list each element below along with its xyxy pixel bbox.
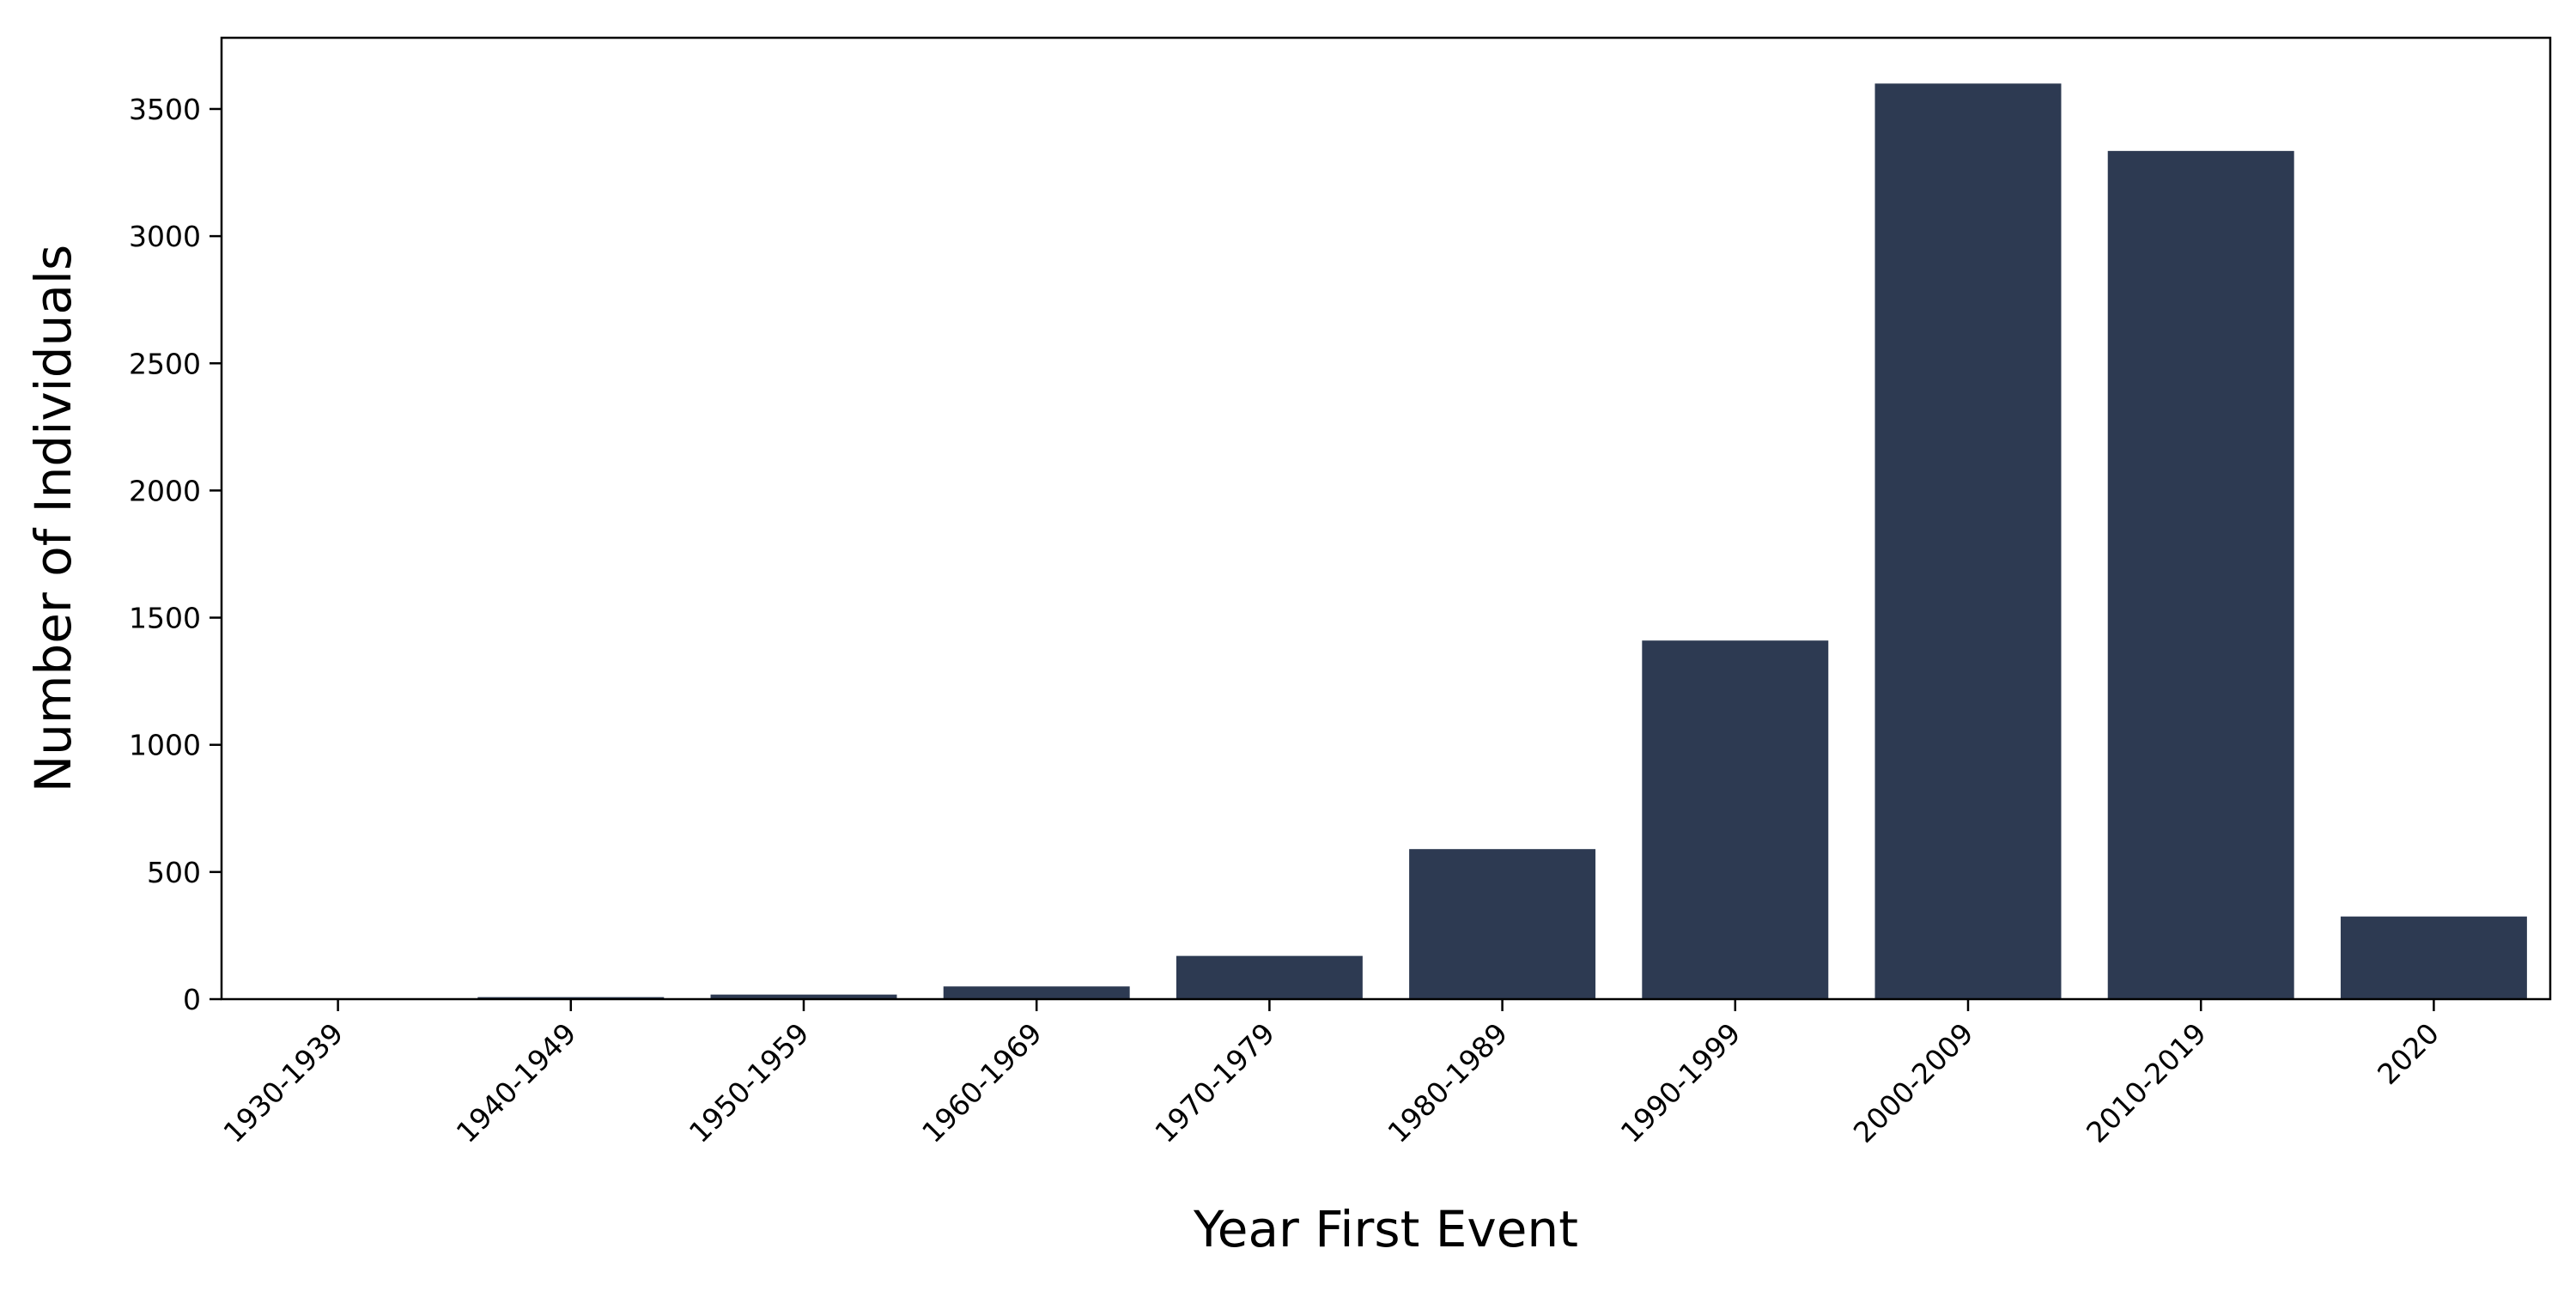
bar-1950-1959 xyxy=(710,994,897,999)
x-tick-label: 1980-1989 xyxy=(1381,1016,1514,1149)
bar-2020 xyxy=(2340,916,2527,999)
y-axis: 0 500 1000 1500 2000 2500 3000 3500 xyxy=(129,93,222,1016)
x-tick-label: 1960-1969 xyxy=(915,1016,1048,1149)
bar-2010-2019 xyxy=(2107,150,2294,999)
x-tick-label: 1950-1959 xyxy=(683,1016,816,1149)
y-tick-label: 1000 xyxy=(129,729,201,762)
y-tick-label: 2500 xyxy=(129,347,201,380)
x-tick-label: 2000-2009 xyxy=(1847,1016,1980,1149)
x-tick-label: 2010-2019 xyxy=(2080,1016,2213,1149)
y-axis-title: Number of Individuals xyxy=(24,245,82,792)
bar-1960-1969 xyxy=(943,986,1130,999)
x-axis-title: Year First Event xyxy=(1193,1200,1578,1258)
x-tick-label: 1930-1939 xyxy=(216,1016,349,1149)
bars-group xyxy=(245,83,2527,999)
x-tick-label: 1940-1949 xyxy=(450,1016,583,1149)
bar-2000-2009 xyxy=(1874,83,2062,999)
y-tick-label: 3000 xyxy=(129,220,201,253)
x-axis: 1930-1939 1940-1949 1950-1959 1960-1969 1970… xyxy=(216,999,2445,1149)
bar-1980-1989 xyxy=(1409,849,1596,999)
x-tick-label: 2020 xyxy=(2371,1016,2445,1091)
x-tick-label: 1970-1979 xyxy=(1148,1016,1281,1149)
plot-frame xyxy=(220,36,2552,1001)
y-tick-label: 2000 xyxy=(129,474,201,507)
x-tick-label: 1990-1999 xyxy=(1614,1016,1747,1149)
y-tick-label: 1500 xyxy=(129,602,201,635)
bar-1990-1999 xyxy=(1642,640,1829,999)
y-tick-label: 3500 xyxy=(129,93,201,126)
y-tick-label: 0 xyxy=(183,983,201,1016)
y-tick-label: 500 xyxy=(147,856,201,889)
bar-1970-1979 xyxy=(1176,955,1363,999)
